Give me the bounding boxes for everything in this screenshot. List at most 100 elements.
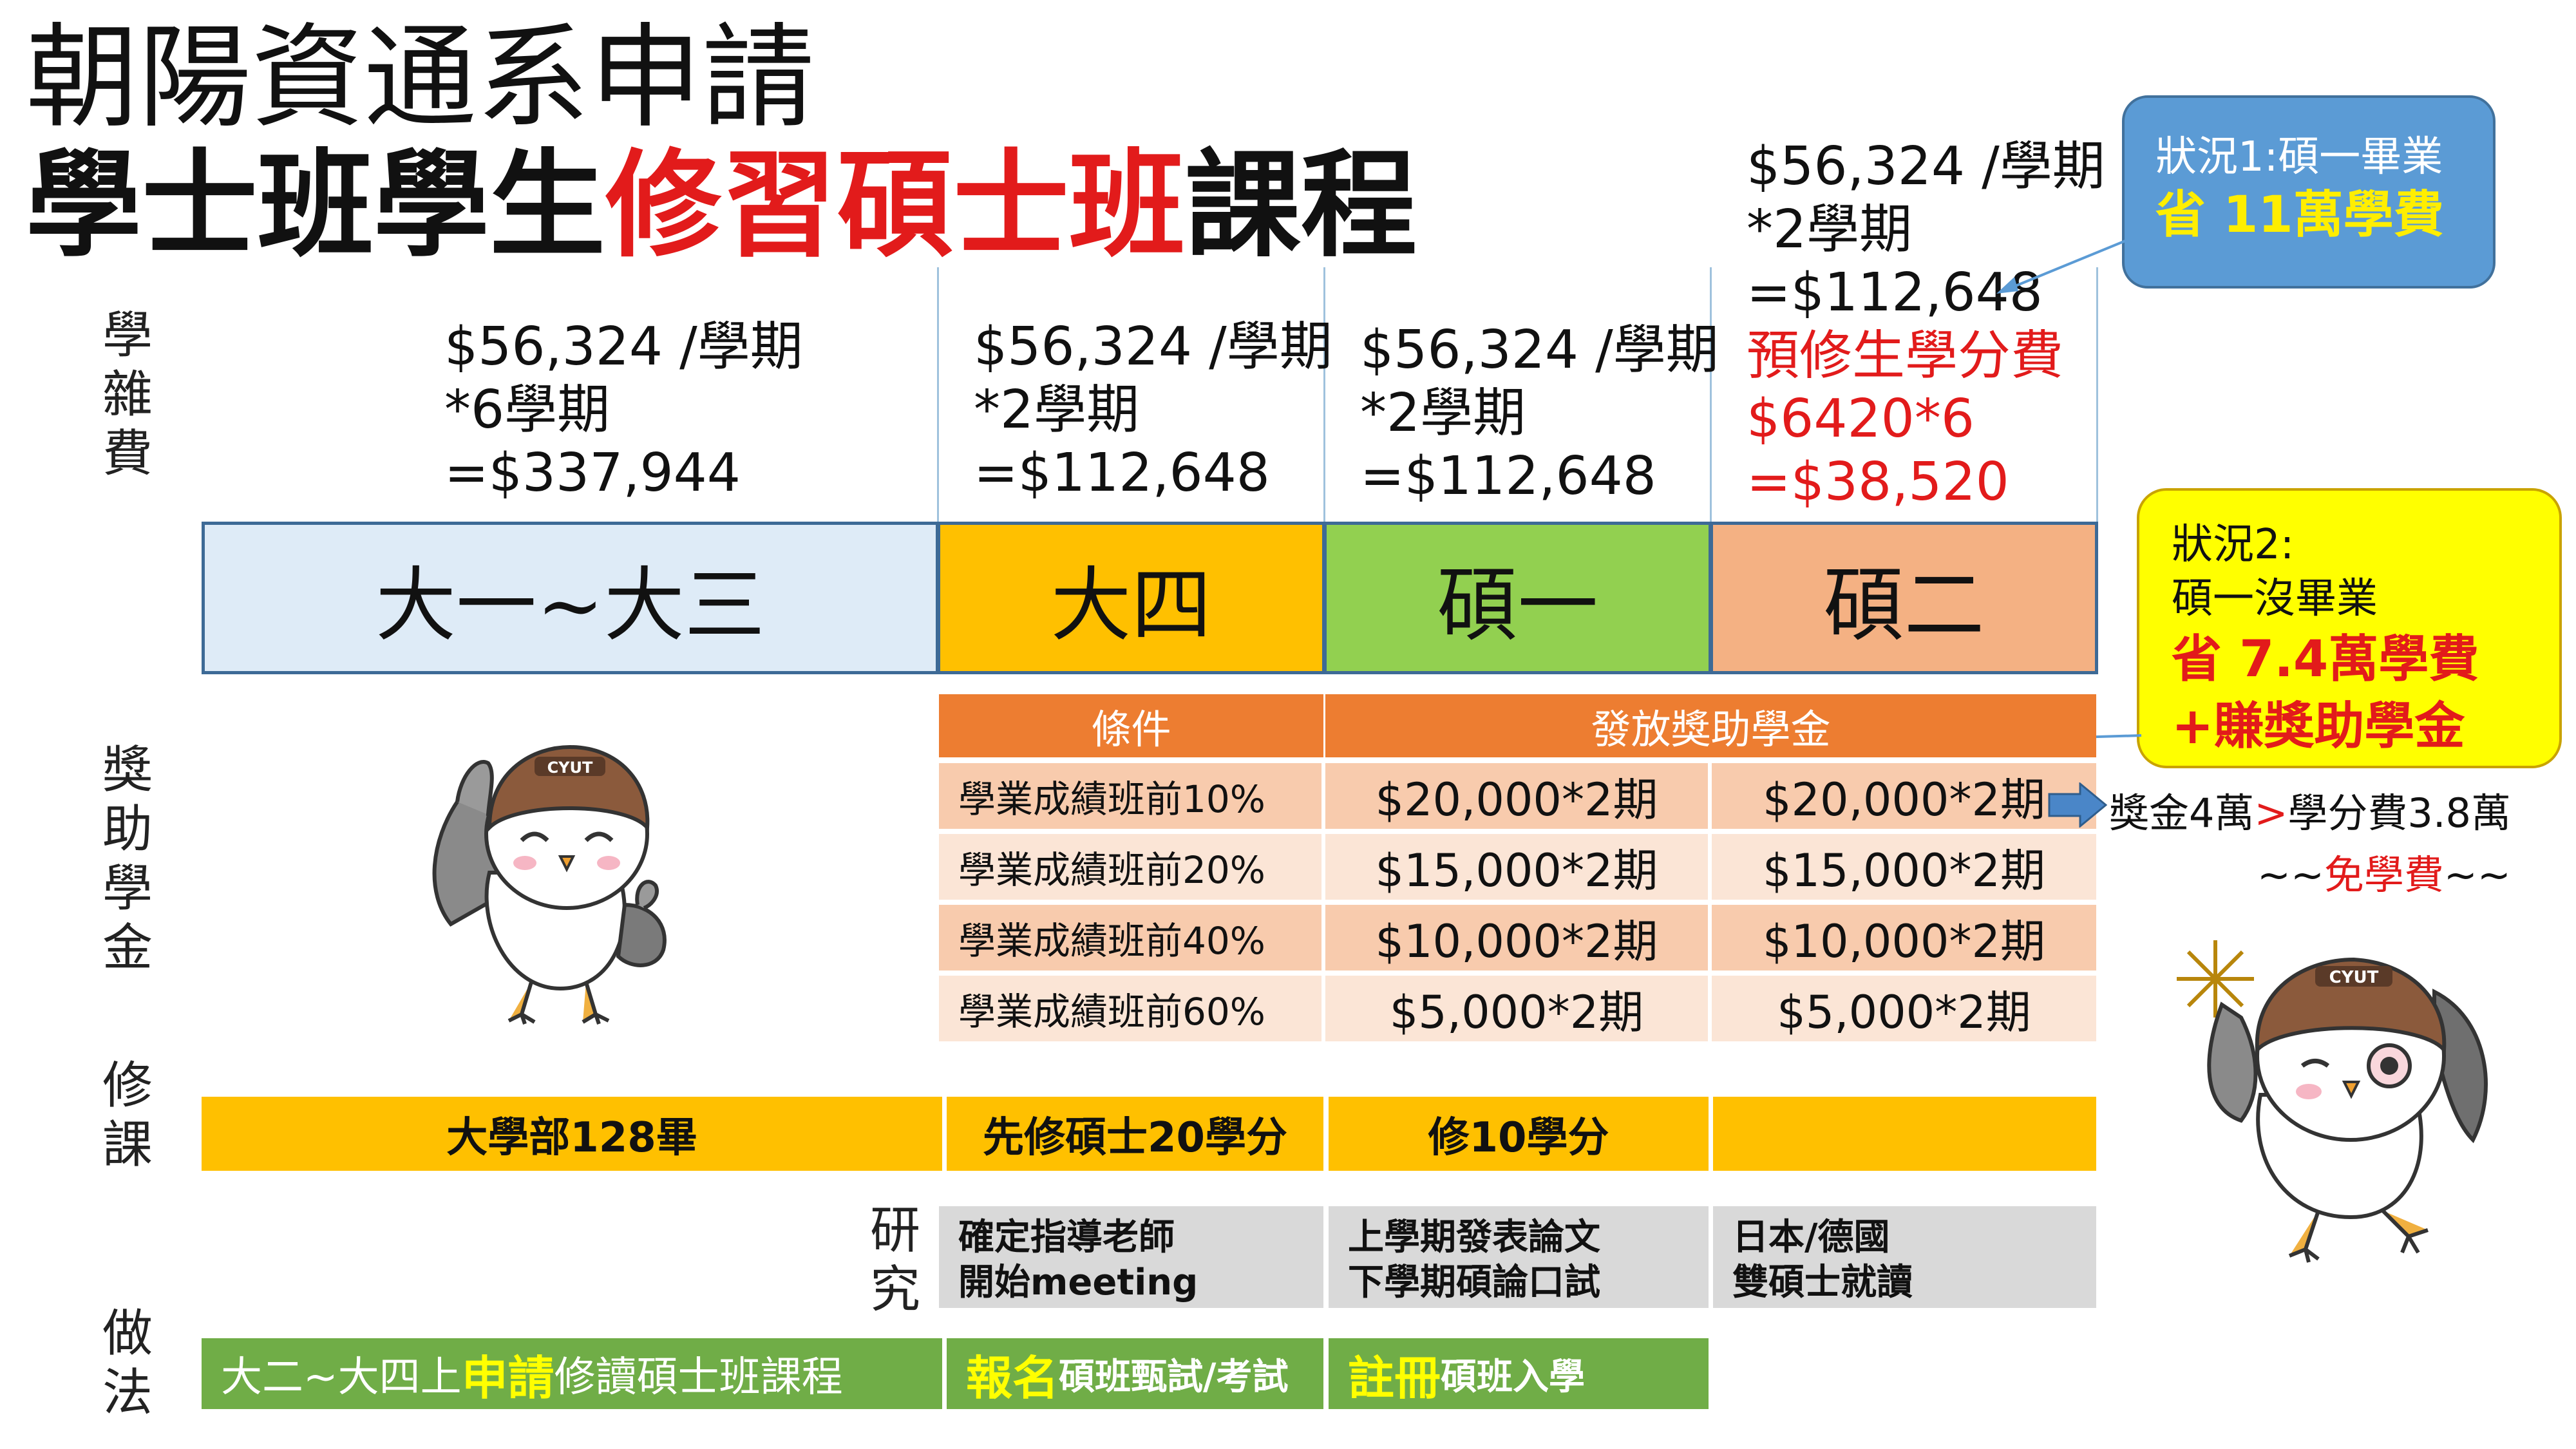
callout-text: 碩一沒畢業 [2172, 575, 2378, 623]
column-divider [937, 267, 939, 522]
callout-highlight: 省 11萬學費 [2155, 186, 2444, 244]
method-text: 碩班入學 [1441, 1356, 1586, 1398]
scholarship-table-body: 學業成績班前10% $20,000*2期 $20,000*2期 學業成績班前20… [939, 763, 2096, 1041]
research-line: 雙碩士就讀 [1732, 1262, 1913, 1303]
research-line: 確定指導老師 [958, 1217, 1175, 1258]
fee-line-red: =$38,520 [1747, 451, 2009, 513]
note-free-tuition: 免學費 [2324, 851, 2444, 898]
table-cell-amount: $5,000*2期 [1325, 976, 1708, 1041]
row-label-char: 學 [102, 860, 153, 918]
subtitle-part1: 學士班學生 [26, 138, 606, 273]
fee-line-red: $6420*6 [1747, 388, 1975, 450]
fee-column-4: $56,324 /學期 *2學期 =$112,648 預修生學分費 $6420*… [1747, 135, 2105, 514]
stage-undergrad-4: 大四 [937, 522, 1325, 674]
table-cell-condition: 學業成績班前60% [939, 976, 1321, 1041]
table-cell-condition: 學業成績班前10% [939, 763, 1321, 829]
research-line: 上學期發表論文 [1348, 1217, 1600, 1258]
free-tuition-note: ~~免學費~~ [2257, 842, 2511, 900]
stage-undergrad-1-3: 大一~大三 [202, 522, 939, 674]
row-label-char: 學 [102, 307, 153, 365]
callout-scenario-1: 狀況1:碩一畢業 省 11萬學費 [2122, 95, 2496, 289]
note-part: 獎金4萬 [2109, 790, 2255, 837]
row-label-char: 費 [102, 425, 153, 483]
row-label-char: 法 [102, 1364, 153, 1422]
table-cell-amount: $20,000*2期 [1325, 763, 1708, 829]
stage-master-2: 碩二 [1710, 522, 2098, 674]
table-row: 學業成績班前40% $10,000*2期 $10,000*2期 [939, 905, 2096, 971]
row-label-char: 雜 [102, 366, 153, 424]
research-master-2: 日本/德國 雙碩士就讀 [1713, 1206, 2096, 1308]
note-part: 學分費3.8萬 [2287, 790, 2512, 837]
table-row: 學業成績班前10% $20,000*2期 $20,000*2期 [939, 763, 2096, 829]
table-row: 學業成績班前60% $5,000*2期 $5,000*2期 [939, 976, 2096, 1041]
callout-scenario-2: 狀況2: 碩一沒畢業 省 7.4萬學費 +賺獎助學金 [2137, 488, 2562, 768]
stage-master-1: 碩一 [1323, 522, 1712, 674]
method-text: 碩班甄試/考試 [1059, 1356, 1289, 1398]
fee-line: $56,324 /學期 [1747, 136, 2105, 197]
row-label-method: 做 法 [95, 1304, 160, 1423]
scholarship-vs-tuition-note: 獎金4萬>學分費3.8萬 [2109, 781, 2511, 838]
fee-line: *2學期 [974, 379, 1140, 440]
table-cell-condition: 學業成績班前20% [939, 834, 1321, 900]
table-cell-amount: $15,000*2期 [1325, 834, 1708, 900]
mascot-badge-text: CYUT [547, 759, 593, 777]
table-cell-amount: $10,000*2期 [1325, 905, 1708, 971]
fee-column-3: $56,324 /學期 *2學期 =$112,648 [1360, 319, 1719, 508]
table-cell-condition: 學業成績班前40% [939, 905, 1321, 971]
row-label-char: 修 [102, 1057, 153, 1115]
owl-mascot-winking-illustration: CYUT [2177, 940, 2488, 1263]
page-subtitle: 學士班學生修習碩士班課程 [26, 138, 1417, 274]
fee-column-2: $56,324 /學期 *2學期 =$112,648 [974, 316, 1332, 505]
method-apply: 大二~大四上 申請 修讀碩士班課程 [202, 1338, 942, 1409]
scholarship-header-amount: 發放獎助學金 [1325, 694, 2096, 757]
research-undergrad-4: 確定指導老師 開始meeting [939, 1206, 1323, 1308]
row-label-char: 金 [102, 919, 153, 977]
row-label-char: 做 [102, 1305, 153, 1363]
course-master-1: 修10學分 [1329, 1097, 1709, 1171]
research-line: 開始meeting [958, 1262, 1198, 1303]
note-tilde: ~~ [2257, 851, 2324, 898]
row-label-char: 助 [102, 800, 153, 858]
table-cell-amount: $15,000*2期 [1712, 834, 2096, 900]
table-row: 學業成績班前20% $15,000*2期 $15,000*2期 [939, 834, 2096, 900]
callout-text: 狀況2: [2172, 521, 2295, 569]
row-label-char: 獎 [102, 741, 153, 799]
page-title: 朝陽資通系申請 [26, 13, 815, 144]
note-tilde: ~~ [2443, 851, 2511, 898]
column-divider [2096, 267, 2098, 522]
method-text: 修讀碩士班課程 [554, 1354, 843, 1401]
callout-highlight: 省 7.4萬學費 [2172, 630, 2479, 688]
table-cell-amount: $20,000*2期 [1712, 763, 2096, 829]
fee-column-1: $56,324 /學期 *6學期 =$337,944 [444, 316, 803, 505]
fee-line: =$112,648 [1747, 262, 2043, 323]
course-prerequisite: 先修碩士20學分 [947, 1097, 1323, 1171]
callout-1-arrow [1996, 238, 2129, 294]
fee-line: $56,324 /學期 [444, 316, 803, 377]
row-label-scholarship: 獎 助 學 金 [95, 741, 160, 978]
table-cell-amount: $5,000*2期 [1712, 976, 2096, 1041]
owl-mascot-thumbs-up-illustration: CYUT [432, 744, 667, 1025]
callout-text: 狀況1:碩一畢業 [2155, 133, 2443, 181]
fee-line: $56,324 /學期 [974, 316, 1332, 377]
fee-line: *2學期 [1747, 199, 1913, 260]
research-master-1: 上學期發表論文 下學期碩論口試 [1329, 1206, 1709, 1308]
method-highlight: 註冊 [1348, 1350, 1441, 1405]
row-label-courses: 修 課 [95, 1056, 160, 1175]
row-label-char: 課 [102, 1116, 153, 1174]
fee-line: *2學期 [1360, 383, 1526, 444]
subtitle-highlight: 修習碩士班 [605, 138, 1186, 273]
row-label-fees: 學 雜 費 [95, 306, 160, 484]
research-line: 日本/德國 [1732, 1217, 1890, 1258]
right-arrow-icon [2048, 782, 2107, 828]
method-highlight: 申請 [461, 1350, 554, 1405]
fee-line: $56,324 /學期 [1360, 319, 1719, 381]
row-label-char: 究 [869, 1261, 920, 1319]
method-register-exam: 報名 碩班甄試/考試 [947, 1338, 1323, 1409]
fee-line-red: 預修生學分費 [1747, 325, 2064, 386]
course-master-2 [1713, 1097, 2096, 1171]
subtitle-part3: 課程 [1185, 138, 1417, 273]
fee-line: =$112,648 [974, 442, 1270, 504]
course-undergrad: 大學部128畢 [202, 1097, 942, 1171]
research-line: 下學期碩論口試 [1348, 1262, 1600, 1303]
mascot-badge-text: CYUT [2329, 968, 2379, 987]
